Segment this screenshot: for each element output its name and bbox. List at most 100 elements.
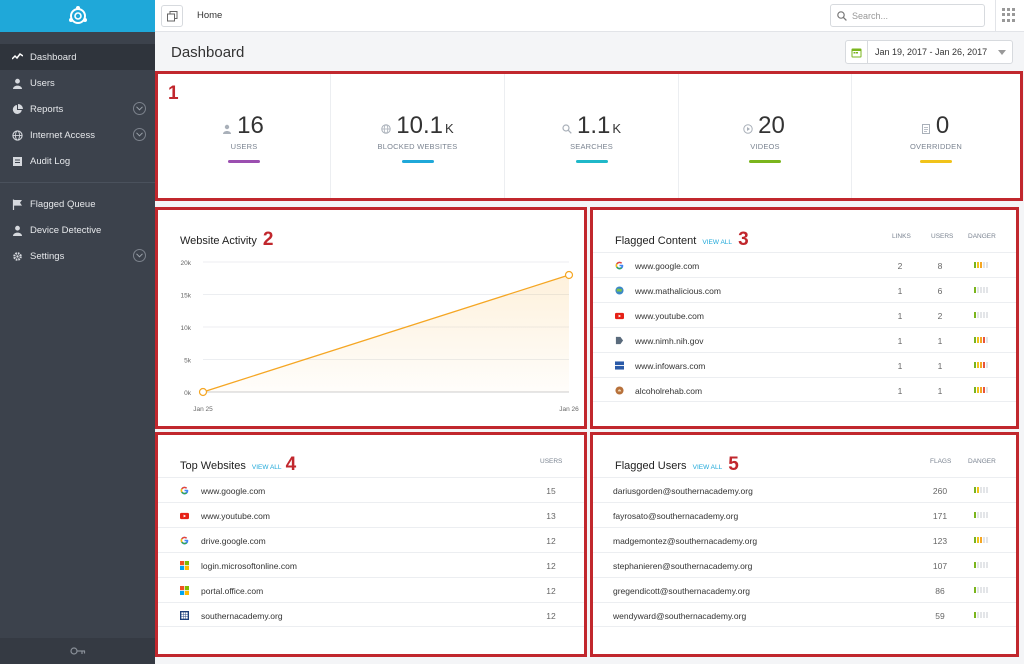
danger-meter-segment bbox=[983, 537, 985, 543]
site-name[interactable]: login.microsoftonline.com bbox=[201, 561, 297, 571]
danger-meter-segment bbox=[974, 387, 976, 393]
table-row[interactable]: dariusgorden@southernacademy.org 260 bbox=[593, 477, 1016, 502]
stat-label: USERS bbox=[230, 142, 258, 151]
danger-meter-segment bbox=[977, 487, 979, 493]
y-tick-label: 15k bbox=[181, 293, 192, 300]
sidebar-item-label: Flagged Queue bbox=[30, 198, 96, 210]
user-email[interactable]: dariusgorden@southernacademy.org bbox=[613, 486, 753, 496]
table-row[interactable]: www.infowars.com 1 1 bbox=[593, 352, 1016, 377]
user-email[interactable]: fayrosato@southernacademy.org bbox=[613, 511, 739, 521]
youtube-icon bbox=[180, 511, 189, 520]
danger-meter bbox=[974, 337, 988, 343]
danger-meter-segment bbox=[977, 312, 979, 318]
user-email[interactable]: madgemontez@southernacademy.org bbox=[613, 536, 758, 546]
sidebar-item-label: Audit Log bbox=[30, 155, 71, 167]
column-header-links: LINKS bbox=[892, 233, 911, 240]
table-row[interactable]: madgemontez@southernacademy.org 123 bbox=[593, 527, 1016, 552]
stat-blocked-websites[interactable]: 10.1 K BLOCKED WEBSITES bbox=[331, 74, 505, 198]
table-row[interactable]: alcoholrehab.com 1 1 bbox=[593, 377, 1016, 402]
view-all-link[interactable]: VIEW ALL bbox=[251, 464, 282, 471]
table-row[interactable]: www.google.com 2 8 bbox=[593, 252, 1016, 277]
table-row[interactable]: www.google.com 15 bbox=[158, 477, 584, 502]
sidebar-item-internet-access[interactable]: Internet Access bbox=[0, 122, 155, 148]
play-icon bbox=[743, 124, 753, 134]
x-tick-label: Jan 26 bbox=[559, 406, 579, 413]
danger-meter-segment bbox=[980, 387, 982, 393]
danger-meter-segment bbox=[980, 337, 982, 343]
table-row[interactable]: stephanieren@southernacademy.org 107 bbox=[593, 552, 1016, 577]
site-name[interactable]: www.mathalicious.com bbox=[635, 286, 721, 296]
key-icon[interactable] bbox=[69, 647, 86, 655]
flags-count: 123 bbox=[932, 536, 948, 546]
sidebar-item-flagged-queue[interactable]: Flagged Queue bbox=[0, 191, 155, 217]
search-box[interactable] bbox=[830, 4, 985, 27]
site-name[interactable]: www.google.com bbox=[201, 486, 266, 496]
table-row[interactable]: southernacademy.org 12 bbox=[158, 602, 584, 627]
sidebar-item-label: Internet Access bbox=[30, 129, 95, 141]
danger-meter-segment bbox=[977, 537, 979, 543]
danger-meter bbox=[974, 512, 988, 518]
stat-overridden[interactable]: 0 OVERRIDDEN bbox=[852, 74, 1020, 198]
chevron-down-icon[interactable] bbox=[133, 249, 146, 262]
user-email[interactable]: gregendicott@southernacademy.org bbox=[613, 586, 750, 596]
site-name[interactable]: drive.google.com bbox=[201, 536, 266, 546]
sidebar-item-dashboard[interactable]: Dashboard bbox=[0, 44, 155, 70]
stat-searches[interactable]: 1.1 K SEARCHES bbox=[505, 74, 679, 198]
danger-meter bbox=[974, 387, 988, 393]
sidebar-item-audit-log[interactable]: Audit Log bbox=[0, 148, 155, 174]
date-range-picker[interactable]: Jan 19, 2017 - Jan 26, 2017 bbox=[845, 40, 1013, 64]
danger-meter-segment bbox=[980, 587, 982, 593]
search-input[interactable] bbox=[852, 10, 972, 21]
breadcrumb[interactable]: Home bbox=[197, 10, 223, 21]
stat-label: VIDEOS bbox=[750, 142, 780, 151]
panel-title: Flagged Users VIEW ALL 5 bbox=[615, 454, 739, 474]
stat-users[interactable]: 16 USERS bbox=[158, 74, 331, 198]
view-all-link[interactable]: VIEW ALL bbox=[702, 239, 733, 246]
table-row[interactable]: fayrosato@southernacademy.org 171 bbox=[593, 502, 1016, 527]
table-row[interactable]: www.youtube.com 13 bbox=[158, 502, 584, 527]
top-websites-list: www.google.com 15 www.youtube.com 13 drive.g… bbox=[158, 477, 584, 627]
globe-icon bbox=[381, 124, 391, 134]
site-name[interactable]: www.infowars.com bbox=[635, 361, 706, 371]
site-name[interactable]: www.youtube.com bbox=[635, 311, 704, 321]
sidebar-item-label: Users bbox=[30, 77, 55, 89]
table-row[interactable]: www.mathalicious.com 1 6 bbox=[593, 277, 1016, 302]
site-name[interactable]: alcoholrehab.com bbox=[635, 386, 703, 396]
site-name[interactable]: southernacademy.org bbox=[201, 611, 283, 621]
sidebar-item-device-detective[interactable]: Device Detective bbox=[0, 217, 155, 243]
view-all-link[interactable]: VIEW ALL bbox=[692, 464, 723, 471]
danger-meter bbox=[974, 587, 988, 593]
table-row[interactable]: gregendicott@southernacademy.org 86 bbox=[593, 577, 1016, 602]
data-point[interactable] bbox=[198, 387, 208, 397]
user-email[interactable]: stephanieren@southernacademy.org bbox=[613, 561, 753, 571]
data-point[interactable] bbox=[564, 270, 574, 280]
table-row[interactable]: drive.google.com 12 bbox=[158, 527, 584, 552]
chevron-down-icon[interactable] bbox=[133, 102, 146, 115]
stat-color-bar bbox=[920, 160, 952, 163]
table-row[interactable]: wendyward@southernacademy.org 59 bbox=[593, 602, 1016, 627]
site-name[interactable]: portal.office.com bbox=[201, 586, 264, 596]
danger-meter-segment bbox=[983, 587, 985, 593]
site-name[interactable]: www.google.com bbox=[635, 261, 700, 271]
site-name[interactable]: www.youtube.com bbox=[201, 511, 270, 521]
stat-videos[interactable]: 20 VIDEOS bbox=[679, 74, 852, 198]
sidebar-item-users[interactable]: Users bbox=[0, 70, 155, 96]
danger-meter-segment bbox=[974, 612, 976, 618]
grid-icon bbox=[180, 611, 189, 620]
y-tick-label: 10k bbox=[181, 325, 192, 332]
window-toggle-button[interactable] bbox=[161, 5, 183, 27]
site-name[interactable]: www.nimh.nih.gov bbox=[635, 336, 704, 346]
danger-meter-segment bbox=[977, 587, 979, 593]
apps-grid-icon[interactable] bbox=[1002, 8, 1016, 22]
chevron-down-icon[interactable] bbox=[133, 128, 146, 141]
sidebar-item-settings[interactable]: Settings bbox=[0, 243, 155, 269]
table-row[interactable]: portal.office.com 12 bbox=[158, 577, 584, 602]
sidebar-item-reports[interactable]: Reports bbox=[0, 96, 155, 122]
user-email[interactable]: wendyward@southernacademy.org bbox=[613, 611, 747, 621]
sidebar-footer[interactable] bbox=[0, 638, 155, 664]
table-row[interactable]: www.nimh.nih.gov 1 1 bbox=[593, 327, 1016, 352]
table-row[interactable]: www.youtube.com 1 2 bbox=[593, 302, 1016, 327]
danger-meter-segment bbox=[986, 312, 988, 318]
danger-meter-segment bbox=[974, 537, 976, 543]
table-row[interactable]: login.microsoftonline.com 12 bbox=[158, 552, 584, 577]
